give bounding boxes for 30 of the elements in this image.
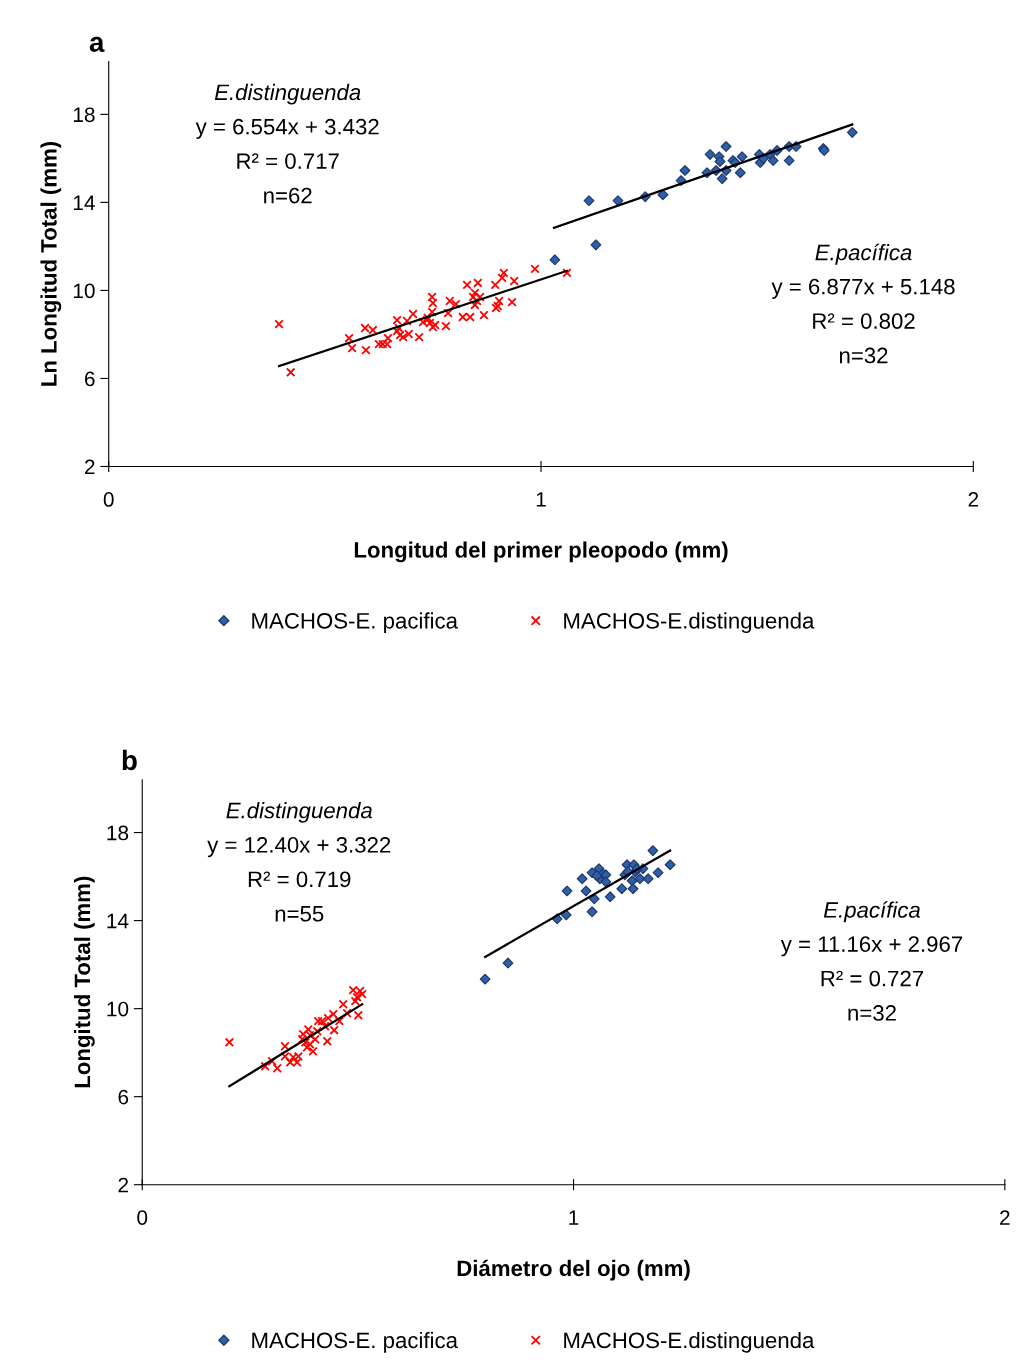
x-tick-label: 1 [536,492,546,507]
legend-label: MACHOS-E. pacifica [252,1331,458,1353]
y-tick-label: 14 [73,195,95,210]
legend-label: MACHOS-E. pacifica [252,612,458,634]
chart-title: a [89,36,105,53]
y-tick-label: 14 [107,913,129,929]
x-tick-label: 0 [103,492,114,507]
legend-label: MACHOS-E.distinguenda [564,612,815,634]
chart-title: b [122,749,137,771]
x-axis-title: Longitud del primer pleopodo (mm) [354,541,728,563]
x-tick-label: 2 [1000,1210,1010,1225]
annotation: E.distinguenda y = 6.554x + 3.432 R² = 0.717 n=62 [195,83,379,204]
x-tick-label: 2 [968,492,979,507]
x-tick-label: 1 [569,1210,579,1225]
annotation: E.distinguenda y = 12.40x + 3.322 R² = 0.719 n=55 [207,802,391,922]
legend-label: MACHOS-E.distinguenda [564,1331,815,1353]
y-axis-title: Longitud Total (mm) [73,876,95,1088]
y-tick-label: 18 [107,825,129,841]
y-tick-label: 10 [73,283,95,299]
y-tick-label: 10 [107,1001,129,1017]
y-tick-label: 2 [118,1177,128,1193]
annotation: E.pacífica y = 11.16x + 2.967 R² = 0.727 n=32 [780,901,963,1021]
annotation: E.pacífica y = 6.877x + 5.148 R² = 0.802 n=32 [771,243,955,364]
y-tick-label: 6 [118,1089,129,1105]
x-axis-title: Diámetro del ojo (mm) [457,1259,690,1281]
y-axis-title: Ln Longitud Total (mm) [40,141,62,386]
y-tick-label: 18 [73,107,95,123]
y-tick-label: 2 [84,459,95,475]
x-tick-label: 0 [137,1210,148,1225]
y-tick-label: 6 [84,371,95,387]
